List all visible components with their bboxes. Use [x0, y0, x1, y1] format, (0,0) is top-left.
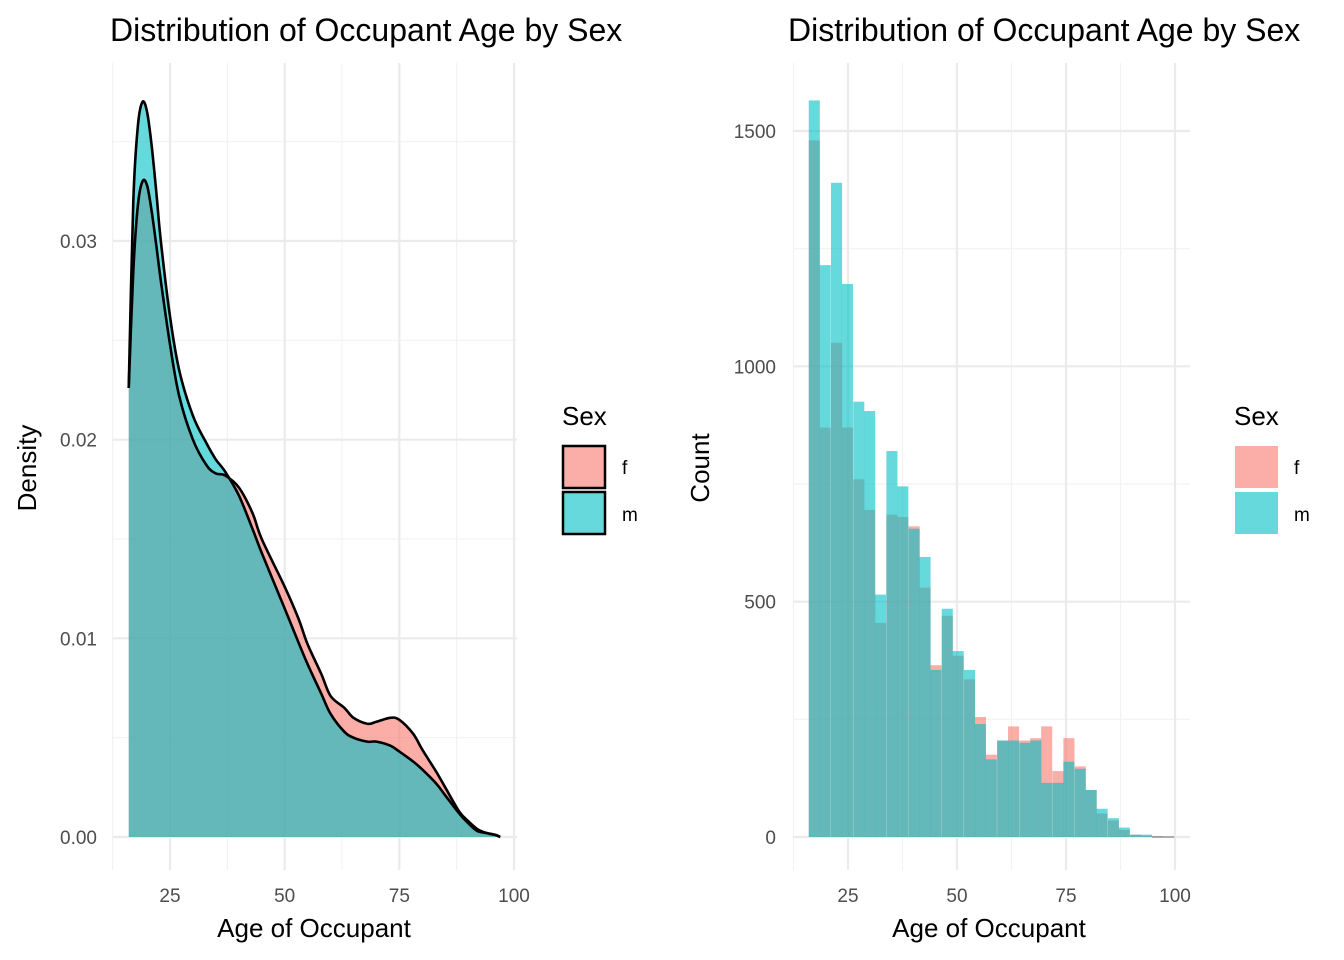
density-panel: Distribution of Occupant Age by Sex 25 50… — [12, 12, 638, 943]
histogram-y-tick-label: 1000 — [734, 357, 776, 378]
histogram-x-tick-label: 100 — [1159, 886, 1191, 907]
histogram-bar-m — [1063, 761, 1075, 837]
histogram-bar-m — [1041, 782, 1053, 837]
histogram-bar-m — [1130, 834, 1142, 837]
histogram-legend-label-f: f — [1294, 458, 1300, 479]
histogram-y-tick-labels: 0 500 1000 1500 — [734, 122, 776, 849]
histogram-bar-m — [919, 556, 931, 837]
histogram-bar-m — [963, 669, 976, 837]
histogram-bar-m — [941, 608, 953, 837]
histogram-legend-key-m — [1235, 492, 1278, 534]
histogram-bar-m — [1096, 808, 1108, 837]
histogram-bar-m — [830, 182, 843, 838]
histogram-x-tick-label: 25 — [837, 886, 858, 907]
histogram-bar-f — [1041, 726, 1053, 837]
histogram-legend: Sex f m — [1234, 401, 1310, 534]
density-x-axis-title: Age of Occupant — [217, 913, 411, 943]
density-areas — [127, 100, 501, 839]
histogram-x-axis-title: Age of Occupant — [892, 913, 1086, 943]
histogram-bar-m — [897, 486, 909, 837]
histogram-bar-m — [1019, 742, 1031, 837]
density-chart-title: Distribution of Occupant Age by Sex — [110, 12, 622, 48]
histogram-bar-m — [930, 669, 942, 837]
density-y-tick-labels: 0.00 0.01 0.02 0.03 — [60, 232, 97, 849]
density-x-tick-labels: 25 50 75 100 — [159, 886, 529, 907]
density-y-tick-label: 0.00 — [60, 828, 97, 849]
histogram-bar-m — [875, 594, 887, 837]
density-legend-label-f: f — [622, 458, 628, 479]
histogram-bar-m — [1107, 818, 1119, 837]
histogram-bar-m — [952, 651, 964, 837]
histogram-bar-m — [985, 759, 997, 837]
density-y-tick-label: 0.02 — [60, 431, 97, 452]
histogram-bars — [808, 100, 1175, 838]
histogram-x-tick-label: 50 — [946, 886, 967, 907]
histogram-legend-title: Sex — [1234, 401, 1279, 431]
histogram-y-axis-title: Count — [685, 433, 715, 503]
density-line-m — [127, 100, 501, 839]
histogram-x-tick-labels: 25 50 75 100 — [837, 886, 1190, 907]
histogram-bar-m — [1030, 740, 1042, 837]
density-x-tick-label: 25 — [159, 886, 180, 907]
histogram-bar-m — [1085, 789, 1097, 837]
histogram-bar-m — [819, 265, 831, 837]
histogram-bar-m — [841, 283, 853, 837]
histogram-bar-m — [974, 724, 986, 837]
histogram-y-tick-label: 500 — [744, 593, 776, 614]
histogram-bar-m — [1074, 768, 1086, 837]
histogram-bar-m — [1140, 834, 1153, 837]
density-y-tick-label: 0.03 — [60, 232, 97, 253]
histogram-legend-label-m: m — [1294, 505, 1310, 526]
density-y-tick-label: 0.01 — [60, 629, 97, 650]
histogram-y-tick-label: 0 — [765, 828, 776, 849]
density-y-axis-title: Density — [12, 425, 42, 512]
density-line-f — [127, 178, 501, 839]
density-legend-key-m — [561, 490, 607, 536]
density-legend: Sex f m — [561, 401, 638, 536]
density-legend-key-f — [561, 444, 607, 490]
histogram-bar-m — [886, 451, 898, 837]
density-x-tick-label: 75 — [389, 886, 410, 907]
histogram-bar-m — [864, 411, 876, 837]
histogram-x-tick-label: 75 — [1055, 886, 1076, 907]
histogram-bar-m — [808, 100, 820, 837]
histogram-panel: Distribution of Occupant Age by Sex 25 50… — [685, 12, 1310, 943]
histogram-bar-m — [1008, 740, 1020, 837]
histogram-bar-m — [853, 401, 865, 837]
density-area-m — [128, 101, 501, 837]
histogram-y-tick-label: 1500 — [734, 122, 776, 143]
histogram-bar-m — [1118, 827, 1130, 837]
histogram-bar-m — [997, 740, 1009, 837]
density-x-tick-label: 100 — [498, 886, 530, 907]
histogram-bar-m — [1052, 782, 1064, 837]
histogram-legend-key-f — [1235, 446, 1278, 488]
histogram-chart-title: Distribution of Occupant Age by Sex — [788, 12, 1300, 48]
histogram-bar-m — [908, 528, 920, 837]
density-legend-label-m: m — [622, 505, 638, 526]
density-x-tick-label: 50 — [274, 886, 295, 907]
density-legend-title: Sex — [562, 401, 607, 431]
